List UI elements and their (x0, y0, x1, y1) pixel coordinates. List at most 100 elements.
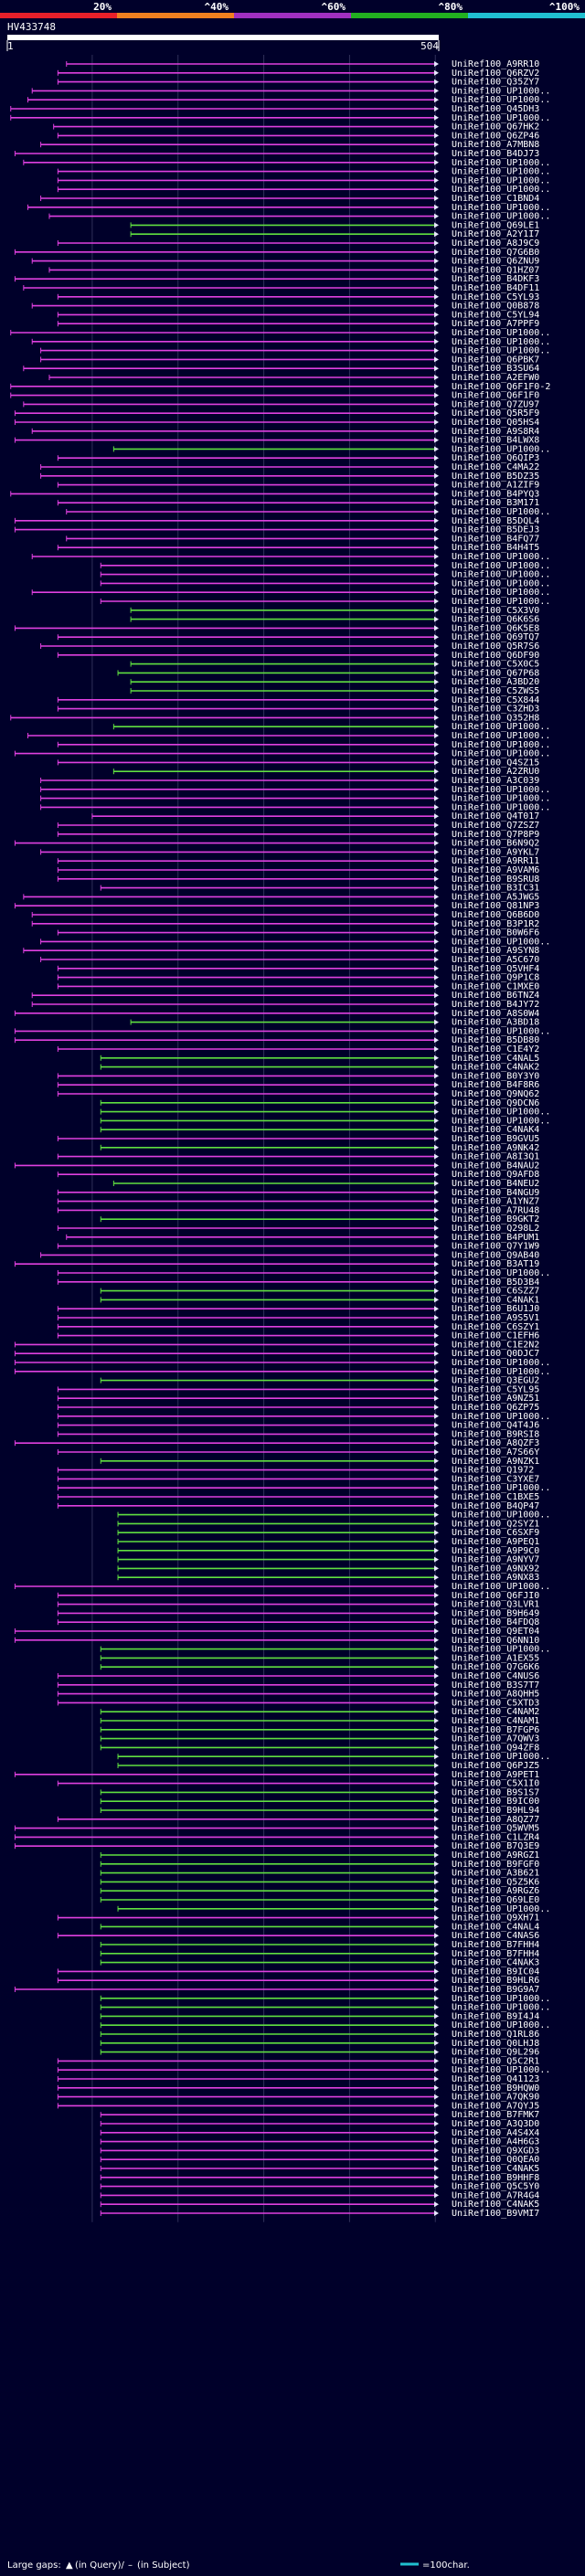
hit-label[interactable]: UniRef100_B9VMI7 (452, 2209, 539, 2219)
hit-row[interactable]: UniRef100_Q4SZ15 (57, 758, 539, 768)
hit-label[interactable]: UniRef100_UP1000.. (452, 86, 550, 96)
hit-row[interactable]: UniRef100_A3BD20 (130, 677, 539, 687)
hit-row[interactable]: UniRef100_Q41123 (57, 2074, 539, 2084)
hit-row[interactable]: UniRef100_C4NAL5 (100, 1054, 539, 1064)
hit-row[interactable]: UniRef100_C5X1I0 (57, 1779, 539, 1789)
hit-row[interactable]: UniRef100_C4NAK5 (100, 2164, 539, 2174)
hit-label[interactable]: UniRef100_Q45DH3 (452, 104, 539, 114)
hit-label[interactable]: UniRef100_A3BD18 (452, 1018, 539, 1028)
hit-label[interactable]: UniRef100_Q9AFD8 (452, 1170, 539, 1180)
hit-row[interactable]: UniRef100_Q6QIP3 (57, 453, 539, 463)
hit-row[interactable]: UniRef100_B6TNZ4 (31, 991, 539, 1001)
hit-label[interactable]: UniRef100_Q4T017 (452, 811, 539, 822)
hit-row[interactable]: UniRef100_Q05HS4 (14, 418, 539, 428)
hit-label[interactable]: UniRef100_B9IC04 (452, 1966, 539, 1977)
hit-row[interactable]: UniRef100_UP1000.. (57, 1412, 550, 1422)
hit-label[interactable]: UniRef100_UP1000.. (452, 794, 550, 804)
hit-label[interactable]: UniRef100_B4NAU2 (452, 1161, 539, 1171)
hit-label[interactable]: UniRef100_UP1000.. (452, 740, 550, 750)
hit-label[interactable]: UniRef100_C1LZR4 (452, 1832, 539, 1842)
hit-row[interactable]: UniRef100_UP1000.. (14, 1582, 550, 1592)
hit-label[interactable]: UniRef100_A9NYV7 (452, 1555, 539, 1565)
hit-label[interactable]: UniRef100_Q9DCN6 (452, 1098, 539, 1108)
hit-row[interactable]: UniRef100_A3BD18 (130, 1018, 539, 1028)
hit-label[interactable]: UniRef100_UP1000.. (452, 731, 550, 741)
hit-row[interactable]: UniRef100_B4PYQ3 (10, 489, 540, 499)
hit-row[interactable]: UniRef100_UP1000.. (23, 158, 551, 168)
hit-label[interactable]: UniRef100_B9SRU8 (452, 875, 539, 885)
hit-label[interactable]: UniRef100_B9GKT2 (452, 1214, 539, 1224)
hit-label[interactable]: UniRef100_Q4T4J6 (452, 1421, 539, 1431)
hit-row[interactable]: UniRef100_C4NUS6 (57, 1671, 539, 1681)
hit-row[interactable]: UniRef100_B5DB80 (14, 1035, 539, 1045)
hit-label[interactable]: UniRef100_Q6NN10 (452, 1636, 539, 1646)
hit-label[interactable]: UniRef100_Q6FJI0 (452, 1591, 539, 1601)
hit-row[interactable]: UniRef100_B5DZ35 (40, 472, 540, 482)
hit-label[interactable]: UniRef100_Q7G6B0 (452, 248, 539, 258)
hit-row[interactable]: UniRef100_B9HHF8 (100, 2173, 539, 2183)
hit-row[interactable]: UniRef100_UP1000.. (117, 1511, 550, 1521)
hit-row[interactable]: UniRef100_Q6ZP75 (57, 1403, 539, 1413)
hit-label[interactable]: UniRef100_Q9NQ62 (452, 1089, 539, 1099)
hit-row[interactable]: UniRef100_B4QP47 (57, 1501, 539, 1511)
hit-label[interactable]: UniRef100_A9RR11 (452, 856, 539, 866)
hit-label[interactable]: UniRef100_A3BD20 (452, 677, 539, 687)
hit-label[interactable]: UniRef100_UP1000.. (452, 722, 550, 732)
hit-row[interactable]: UniRef100_UP1000.. (14, 1367, 550, 1377)
hit-label[interactable]: UniRef100_B9RSI8 (452, 1429, 539, 1439)
hit-label[interactable]: UniRef100_UP1000.. (452, 95, 550, 105)
hit-row[interactable]: UniRef100_Q6K5E8 (14, 623, 539, 633)
hit-row[interactable]: UniRef100_Q6F1F0-2 (10, 382, 551, 392)
hit-row[interactable]: UniRef100_Q1972 (57, 1466, 534, 1476)
hit-label[interactable]: UniRef100_B7Q3E9 (452, 1841, 539, 1851)
hit-row[interactable]: UniRef100_UP1000.. (31, 337, 550, 347)
hit-label[interactable]: UniRef100_B9HHF8 (452, 2173, 539, 2183)
hit-label[interactable]: UniRef100_UP1000.. (452, 1752, 550, 1762)
hit-label[interactable]: UniRef100_Q0LHJ8 (452, 2039, 539, 2049)
hit-row[interactable]: UniRef100_Q69LE1 (130, 220, 539, 230)
hit-label[interactable]: UniRef100_UP1000.. (452, 802, 550, 812)
hit-label[interactable]: UniRef100_A9YKL7 (452, 847, 539, 857)
hit-row[interactable]: UniRef100_C5YL94 (57, 310, 539, 320)
hit-label[interactable]: UniRef100_A1ZIF9 (452, 481, 539, 491)
hit-row[interactable]: UniRef100_B9GVU5 (57, 1134, 539, 1144)
hit-label[interactable]: UniRef100_UP1000.. (452, 588, 550, 598)
hit-label[interactable]: UniRef100_B9S1S7 (452, 1787, 539, 1797)
hit-label[interactable]: UniRef100_C3ZHD3 (452, 705, 539, 715)
hit-row[interactable]: UniRef100_Q7P8P9 (57, 830, 539, 840)
hit-row[interactable]: UniRef100_Q5Z5K6 (100, 1877, 539, 1887)
hit-label[interactable]: UniRef100_Q6K6S6 (452, 615, 539, 625)
hit-label[interactable]: UniRef100_Q6K5E8 (452, 623, 539, 633)
hit-row[interactable]: UniRef100_C6SZY1 (57, 1322, 539, 1332)
hit-row[interactable]: UniRef100_UP1000.. (57, 740, 550, 750)
hit-row[interactable]: UniRef100_Q1HZ07 (48, 265, 539, 275)
hit-row[interactable]: UniRef100_Q352H8 (10, 713, 540, 723)
hit-row[interactable]: UniRef100_B3S7T7 (57, 1680, 539, 1691)
hit-row[interactable]: UniRef100_C5YL95 (57, 1384, 539, 1394)
hit-label[interactable]: UniRef100_UP1000.. (452, 1511, 550, 1521)
hit-label[interactable]: UniRef100_UP1000.. (452, 328, 550, 338)
hit-label[interactable]: UniRef100_A3C039 (452, 776, 539, 786)
hit-label[interactable]: UniRef100_A9S8R4 (452, 427, 539, 437)
hit-row[interactable]: UniRef100_C5YL93 (57, 292, 539, 302)
hit-row[interactable]: UniRef100_A7RU48 (57, 1205, 539, 1215)
hit-label[interactable]: UniRef100_Q3LVR1 (452, 1600, 539, 1610)
hit-label[interactable]: UniRef100_C4NAK3 (452, 1958, 539, 1968)
hit-label[interactable]: UniRef100_Q7ZU97 (452, 399, 539, 409)
hit-row[interactable]: UniRef100_UP1000.. (117, 1904, 550, 1914)
hit-row[interactable]: UniRef100_B3SU64 (23, 364, 539, 374)
hit-label[interactable]: UniRef100_UP1000.. (452, 158, 550, 168)
hit-label[interactable]: UniRef100_UP1000.. (452, 507, 550, 517)
hit-row[interactable]: UniRef100_Q0B878 (31, 302, 539, 312)
hit-row[interactable]: UniRef100_B9HLR6 (57, 1976, 539, 1986)
hit-row[interactable]: UniRef100_UP1000.. (117, 1752, 550, 1762)
hit-label[interactable]: UniRef100_Q5Z5K6 (452, 1877, 539, 1887)
hit-row[interactable]: UniRef100_B9IC00 (100, 1797, 539, 1807)
hit-row[interactable]: UniRef100_C4NAM2 (100, 1707, 539, 1717)
hit-row[interactable]: UniRef100_Q94ZF8 (100, 1743, 539, 1753)
hit-label[interactable]: UniRef100_Q6DF90 (452, 651, 539, 661)
hit-label[interactable]: UniRef100_Q6F1F0 (452, 391, 539, 401)
hit-row[interactable]: UniRef100_Q4T017 (91, 811, 539, 822)
hit-label[interactable]: UniRef100_B4DF11 (452, 283, 539, 293)
hit-row[interactable]: UniRef100_UP1000.. (57, 1268, 550, 1278)
